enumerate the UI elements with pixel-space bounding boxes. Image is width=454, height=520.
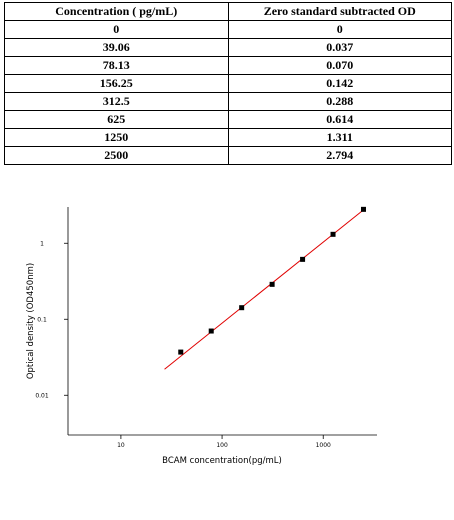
- header-cell: Concentration ( pg/mL): [4, 2, 229, 21]
- table-row: 625 0.614: [4, 110, 452, 129]
- table-cell: 39.06: [4, 38, 229, 57]
- x-tick-label: 1000: [316, 442, 331, 449]
- data-point: [330, 231, 336, 237]
- table-cell: 0.142: [227, 74, 452, 93]
- table-cell: 312.5: [4, 92, 229, 111]
- x-axis-title: BCAM concentration(pg/mL): [162, 456, 282, 466]
- table-cell: 0: [4, 20, 229, 39]
- table-cell: 156.25: [4, 74, 229, 93]
- data-point: [269, 281, 275, 287]
- table-row: 2500 2.794: [4, 146, 452, 165]
- table-row: 156.25 0.142: [4, 74, 452, 93]
- data-point: [360, 206, 366, 212]
- table-cell: 0.070: [227, 56, 452, 75]
- header-cell: Zero standard subtracted OD: [227, 2, 452, 21]
- x-tick-label: 10: [117, 442, 125, 449]
- fit-line: [164, 209, 364, 370]
- table-cell: 2.794: [227, 146, 452, 165]
- y-tick-label: 1: [40, 240, 44, 247]
- data-point: [239, 305, 245, 311]
- table-cell: 0.288: [227, 92, 452, 111]
- table-row: 39.06 0.037: [4, 38, 452, 57]
- table-cell: 1.311: [227, 128, 452, 147]
- table-row: 78.13 0.070: [4, 56, 452, 75]
- data-table: Concentration ( pg/mL) Zero standard sub…: [4, 2, 452, 165]
- data-point: [300, 256, 306, 262]
- data-point: [208, 328, 214, 334]
- table-cell: 78.13: [4, 56, 229, 75]
- y-tick-label: 0.1: [37, 316, 47, 323]
- table-cell: 1250: [4, 128, 229, 147]
- table-row: 1250 1.311: [4, 128, 452, 147]
- y-tick-label: 0.01: [35, 392, 49, 399]
- table-cell: 0.614: [227, 110, 452, 129]
- table-cell: 0.037: [227, 38, 452, 57]
- x-tick-label: 100: [216, 442, 228, 449]
- table-cell: 625: [4, 110, 229, 129]
- y-axis-title: Optical density (OD450nm): [26, 263, 36, 379]
- table-cell: 0: [227, 20, 452, 39]
- table-cell: 2500: [4, 146, 229, 165]
- header-row: Concentration ( pg/mL) Zero standard sub…: [4, 2, 452, 21]
- data-point: [178, 349, 184, 355]
- table-row: 312.5 0.288: [4, 92, 452, 111]
- chart: BCAM concentration(pg/mL) Optical densit…: [26, 206, 377, 466]
